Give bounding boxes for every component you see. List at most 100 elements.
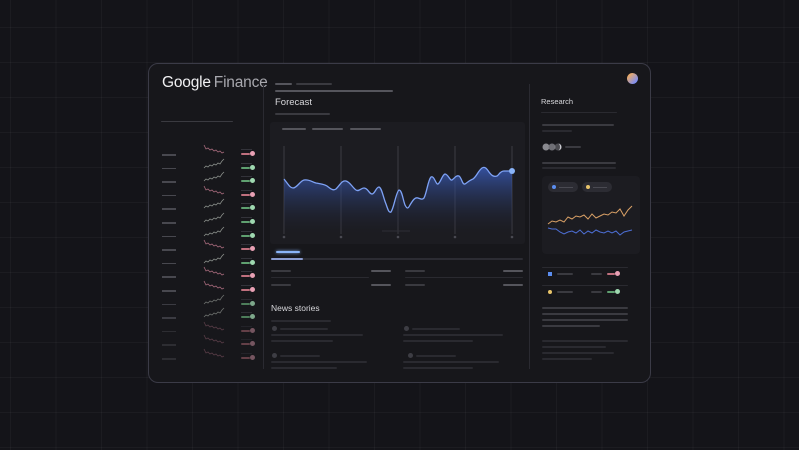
watchlist-row[interactable] [149, 158, 262, 176]
compare-label-placeholder [557, 291, 573, 293]
forecast-chart-card [270, 122, 525, 244]
watchlist-row[interactable] [149, 240, 262, 257]
watchlist-row[interactable] [149, 171, 262, 189]
change-pill [241, 275, 250, 278]
news-headline-placeholder[interactable] [403, 361, 499, 363]
up-indicator-icon [250, 205, 255, 211]
change-pill [241, 316, 250, 319]
down-indicator-icon [250, 287, 255, 292]
compare-value-placeholder [591, 291, 602, 293]
news-source-placeholder[interactable] [280, 328, 328, 330]
research-text-placeholder [542, 313, 628, 315]
news-headline-placeholder[interactable] [403, 334, 503, 336]
ticker-placeholder [162, 222, 176, 224]
change-pill [241, 234, 250, 237]
legend-dot-yellow [586, 185, 590, 189]
price-placeholder [241, 285, 252, 286]
change-pill [241, 343, 250, 346]
research-text-placeholder [542, 352, 614, 354]
watchlist-row[interactable] [149, 199, 262, 216]
news-headline-placeholder[interactable] [403, 340, 473, 342]
header-divider [275, 90, 393, 92]
news-headline-placeholder[interactable] [271, 340, 333, 342]
price-placeholder [241, 162, 252, 164]
change-pill [241, 207, 250, 210]
sparkline-down [203, 144, 225, 154]
research-title: Research [541, 97, 574, 106]
down-indicator-icon [250, 191, 255, 197]
price-placeholder [241, 257, 252, 259]
watchlist-row[interactable] [149, 294, 262, 312]
chart-range-tab[interactable] [312, 128, 343, 130]
watchlist-row[interactable] [149, 226, 262, 244]
news-headline-placeholder[interactable] [403, 367, 473, 369]
ticker-placeholder [162, 249, 176, 251]
down-indicator-icon [250, 151, 255, 156]
change-pill [241, 221, 250, 223]
watchlist-row[interactable] [149, 321, 262, 339]
comparison-line-chart[interactable] [542, 176, 640, 254]
research-line-placeholder [542, 167, 616, 169]
watchlist-row[interactable] [149, 267, 262, 284]
sparkline-up [203, 171, 225, 182]
news-headline-placeholder[interactable] [271, 367, 337, 369]
up-indicator-icon [250, 178, 255, 184]
chart-range-tab[interactable] [282, 128, 306, 130]
stat-value [503, 284, 523, 286]
news-source-placeholder[interactable] [412, 328, 460, 330]
news-source-icon [272, 353, 277, 358]
ticker-placeholder [162, 235, 176, 238]
news-headline-placeholder[interactable] [271, 334, 363, 336]
compare-marker-blue [548, 272, 552, 276]
legend-chip-blue[interactable] [548, 182, 578, 192]
sparkline-up [203, 226, 225, 236]
watchlist-row[interactable] [149, 348, 262, 366]
ticker-placeholder [162, 181, 176, 183]
news-source-placeholder[interactable] [416, 355, 456, 357]
ticker-placeholder [162, 344, 176, 346]
down-indicator-icon [250, 273, 255, 279]
watchlist-row[interactable] [149, 280, 262, 298]
watchlist-row[interactable] [149, 212, 262, 230]
google-finance-window: Google Finance Forecast [148, 63, 651, 383]
stat-divider [405, 277, 523, 278]
legend-label-placeholder [559, 186, 573, 188]
down-indicator-icon [250, 246, 255, 252]
watchlist-row[interactable] [149, 335, 262, 352]
watchlist-row[interactable] [149, 253, 262, 271]
news-subtitle-placeholder [271, 320, 331, 322]
sparkline-down [203, 348, 225, 358]
compare-change-pill [607, 273, 615, 275]
stat-label [271, 270, 291, 272]
tab-underline [271, 258, 303, 260]
tab-active[interactable] [276, 251, 300, 253]
sources-count-placeholder [565, 146, 581, 148]
watchlist-row[interactable] [149, 185, 262, 203]
chart-range-tab[interactable] [350, 128, 381, 130]
news-headline-placeholder[interactable] [271, 361, 367, 363]
user-avatar-icon[interactable] [627, 73, 638, 84]
logo-brand: Google [162, 74, 211, 91]
research-text-placeholder [542, 325, 600, 327]
change-pill [241, 193, 250, 196]
watchlist-row[interactable] [149, 307, 262, 325]
sparkline-down [203, 280, 225, 290]
watchlist-row[interactable] [149, 144, 262, 162]
price-placeholder [241, 325, 252, 327]
price-placeholder [241, 298, 252, 300]
compare-marker-yellow [548, 290, 552, 294]
up-indicator-icon [250, 164, 255, 170]
sparkline-down [203, 335, 225, 344]
news-source-placeholder[interactable] [280, 355, 320, 357]
ticker-placeholder [162, 358, 176, 360]
legend-chip-yellow[interactable] [582, 182, 612, 192]
forecast-area-chart[interactable] [270, 122, 525, 244]
change-pill [241, 153, 250, 155]
ticker-placeholder [162, 290, 176, 292]
ticker-placeholder [162, 303, 176, 306]
price-placeholder [241, 230, 252, 232]
news-source-icon [404, 326, 409, 331]
google-finance-logo[interactable]: Google Finance [162, 74, 268, 92]
sparkline-up [203, 294, 225, 304]
sparkline-up [203, 212, 225, 223]
